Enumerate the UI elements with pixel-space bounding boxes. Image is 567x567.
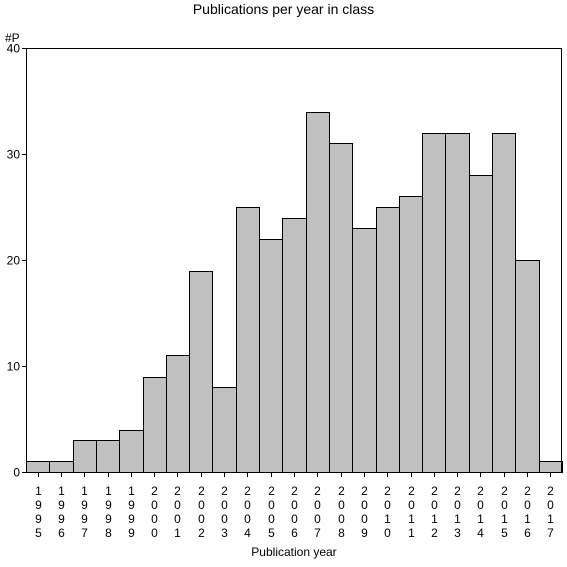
y-tick-label: 40 bbox=[7, 42, 21, 56]
bar-2001 bbox=[166, 355, 190, 473]
bar-2010 bbox=[376, 207, 400, 473]
y-tick-label: 10 bbox=[7, 360, 21, 374]
bar-1995 bbox=[26, 461, 50, 473]
x-axis-title: Publication year bbox=[251, 545, 337, 559]
bar-2014 bbox=[469, 175, 493, 473]
bar-2013 bbox=[445, 133, 470, 473]
bars-group bbox=[26, 112, 563, 473]
x-axis: 1 9 9 5 1 9 9 6 1 9 9 7 1 9 9 8 1 9 9 9 2 0 0 0 2 0 0 1 2 0 0 2 2 0 0 3 2 0 0 4… bbox=[35, 472, 554, 540]
bar-2009 bbox=[352, 228, 377, 473]
bar-1996 bbox=[49, 461, 74, 473]
bar-1999 bbox=[119, 430, 144, 473]
y-axis: 0 10 20 30 40 bbox=[7, 42, 26, 480]
bar-2008 bbox=[329, 143, 353, 473]
bar-2000 bbox=[143, 377, 167, 473]
y-tick-label: 20 bbox=[7, 254, 21, 268]
y-tick-label: 30 bbox=[7, 148, 21, 162]
bar-2002 bbox=[189, 271, 213, 473]
bar-2005 bbox=[259, 239, 283, 473]
bar-2016 bbox=[515, 260, 540, 473]
bar-2011 bbox=[399, 196, 423, 473]
bar-2003 bbox=[212, 387, 237, 473]
chart-title: Publications per year in class bbox=[192, 1, 375, 17]
bar-2015 bbox=[492, 133, 516, 473]
bar-2007 bbox=[306, 112, 330, 473]
bar-2004 bbox=[236, 207, 260, 473]
y-axis-label: #P bbox=[5, 31, 20, 45]
bar-2012 bbox=[422, 133, 446, 473]
bar-2006 bbox=[282, 218, 307, 473]
bar-2017 bbox=[539, 461, 563, 473]
bar-1997 bbox=[73, 440, 97, 473]
bar-1998 bbox=[96, 440, 120, 473]
y-tick-label: 0 bbox=[13, 466, 20, 480]
